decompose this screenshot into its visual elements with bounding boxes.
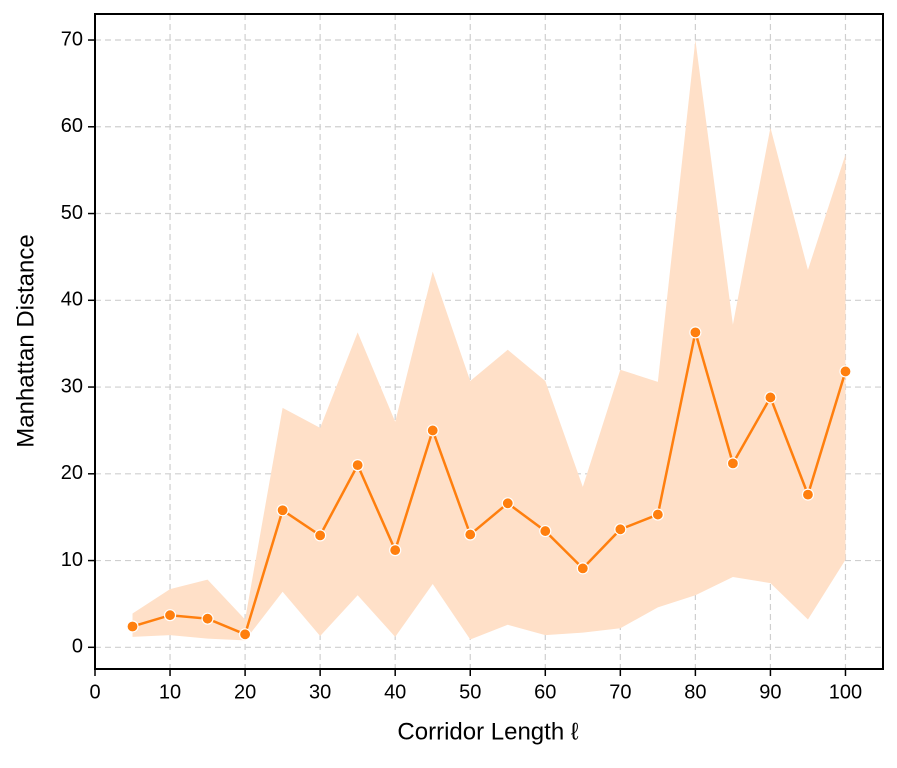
x-tick-label: 30 bbox=[309, 681, 331, 703]
marker bbox=[689, 326, 702, 339]
x-axis-label: Corridor Length ℓ bbox=[397, 718, 578, 745]
x-tick-label: 80 bbox=[684, 681, 706, 703]
marker bbox=[464, 528, 477, 541]
marker bbox=[726, 457, 740, 470]
x-tick-label: 20 bbox=[234, 681, 256, 703]
y-tick-label: 40 bbox=[61, 289, 83, 311]
marker bbox=[351, 459, 364, 472]
marker bbox=[614, 523, 627, 536]
marker bbox=[839, 365, 852, 378]
marker bbox=[801, 488, 815, 501]
marker bbox=[539, 524, 552, 538]
y-tick-label: 70 bbox=[61, 28, 83, 50]
marker bbox=[276, 504, 289, 517]
marker bbox=[501, 497, 514, 510]
x-tick-label: 90 bbox=[759, 681, 781, 703]
marker bbox=[201, 612, 214, 625]
y-tick-label: 0 bbox=[72, 636, 83, 658]
y-tick-label: 60 bbox=[61, 115, 83, 137]
y-tick-label: 20 bbox=[61, 462, 83, 484]
y-axis-label: Manhattan Distance bbox=[12, 234, 39, 447]
x-tick-label: 40 bbox=[384, 681, 406, 703]
y-tick-label: 50 bbox=[61, 202, 83, 224]
plot-frame bbox=[94, 13, 884, 670]
x-tick-label: 10 bbox=[159, 681, 181, 703]
marker bbox=[764, 391, 777, 404]
x-tick-label: 70 bbox=[609, 681, 631, 703]
y-tick-label: 10 bbox=[61, 549, 83, 571]
marker bbox=[314, 529, 327, 542]
marker bbox=[426, 424, 439, 437]
marker bbox=[238, 628, 252, 641]
x-tick-label: 0 bbox=[89, 681, 100, 703]
error-band bbox=[132, 40, 846, 641]
marker bbox=[576, 562, 589, 575]
marker bbox=[651, 508, 664, 521]
x-tick-label: 100 bbox=[829, 681, 862, 703]
y-tick-label: 30 bbox=[61, 375, 83, 397]
x-tick-label: 60 bbox=[534, 681, 556, 703]
marker bbox=[389, 544, 402, 557]
marker bbox=[126, 620, 139, 633]
marker bbox=[163, 609, 177, 622]
line bbox=[132, 332, 847, 636]
x-tick-label: 50 bbox=[459, 681, 481, 703]
